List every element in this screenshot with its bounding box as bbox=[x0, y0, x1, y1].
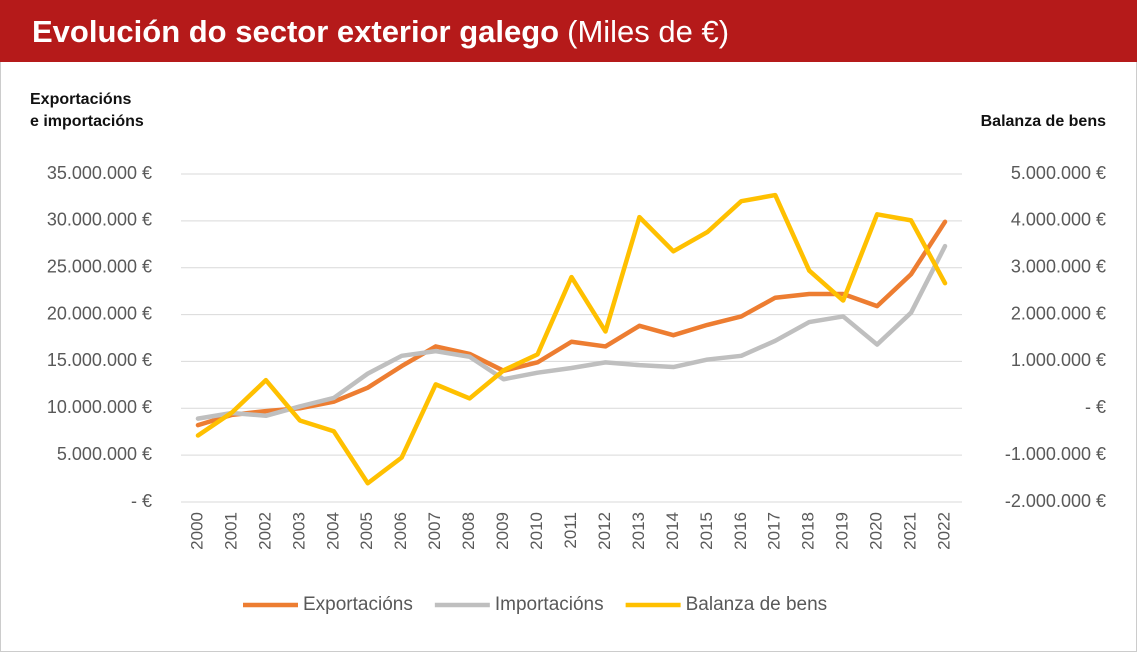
legend-label: Importacións bbox=[495, 594, 604, 615]
y2-tick-label: 4.000.000 € bbox=[1011, 210, 1106, 230]
x-tick-label: 2018 bbox=[799, 512, 818, 550]
x-tick-label: 2006 bbox=[391, 512, 410, 550]
x-tick-label: 2010 bbox=[527, 512, 546, 550]
y-tick-label: 20.000.000 € bbox=[47, 303, 152, 323]
legend-label: Balanza de bens bbox=[686, 594, 828, 615]
y-tick-label: 15.000.000 € bbox=[47, 350, 152, 370]
y-axis-label: e importacións bbox=[30, 113, 144, 130]
y-tick-label: - € bbox=[131, 491, 152, 511]
x-tick-label: 2021 bbox=[901, 512, 920, 550]
title-unit: (Miles de €) bbox=[567, 14, 729, 49]
y-tick-label: 10.000.000 € bbox=[47, 397, 152, 417]
series-line bbox=[195, 192, 948, 486]
y2-tick-label: 2.000.000 € bbox=[1011, 303, 1106, 323]
y2-axis-label: Balanza de bens bbox=[981, 113, 1106, 130]
x-tick-label: 2020 bbox=[867, 512, 886, 550]
x-tick-label: 2011 bbox=[561, 512, 580, 549]
x-tick-label: 2009 bbox=[493, 512, 512, 550]
y2-tick-label: - € bbox=[1085, 397, 1106, 417]
x-tick-label: 2000 bbox=[187, 512, 206, 550]
header-band bbox=[0, 0, 1137, 62]
series-line bbox=[195, 219, 948, 428]
y2-tick-label: 3.000.000 € bbox=[1011, 256, 1106, 276]
x-tick-label: 2004 bbox=[323, 512, 342, 550]
x-tick-label: 2016 bbox=[731, 512, 750, 550]
x-tick-label: 2001 bbox=[221, 512, 240, 550]
legend-label: Exportacións bbox=[303, 594, 413, 615]
x-tick-label: 2019 bbox=[833, 512, 852, 550]
x-tick-label: 2008 bbox=[459, 512, 478, 550]
y2-tick-label: 1.000.000 € bbox=[1011, 350, 1106, 370]
y-tick-label: 5.000.000 € bbox=[57, 444, 152, 464]
x-tick-label: 2014 bbox=[663, 512, 682, 550]
x-tick-label: 2002 bbox=[255, 512, 274, 550]
series-line bbox=[195, 243, 948, 421]
y2-tick-label: -2.000.000 € bbox=[1005, 491, 1106, 511]
title-main: Evolución do sector exterior galego bbox=[32, 14, 559, 49]
x-tick-label: 2022 bbox=[935, 512, 954, 550]
y-tick-label: 35.000.000 € bbox=[47, 163, 152, 183]
chart-title: Evolución do sector exterior galego (Mile… bbox=[32, 14, 729, 49]
y-tick-label: 30.000.000 € bbox=[47, 210, 152, 230]
y2-tick-label: -1.000.000 € bbox=[1005, 444, 1106, 464]
x-tick-label: 2007 bbox=[425, 512, 444, 550]
y-axis-label: Exportacións bbox=[30, 91, 131, 108]
x-tick-label: 2005 bbox=[357, 512, 376, 550]
y-tick-label: 25.000.000 € bbox=[47, 256, 152, 276]
x-tick-label: 2013 bbox=[629, 512, 648, 550]
x-tick-label: 2017 bbox=[765, 512, 784, 550]
x-tick-label: 2003 bbox=[289, 512, 308, 550]
x-tick-label: 2015 bbox=[697, 512, 716, 550]
x-tick-label: 2012 bbox=[595, 512, 614, 550]
y2-tick-label: 5.000.000 € bbox=[1011, 163, 1106, 183]
